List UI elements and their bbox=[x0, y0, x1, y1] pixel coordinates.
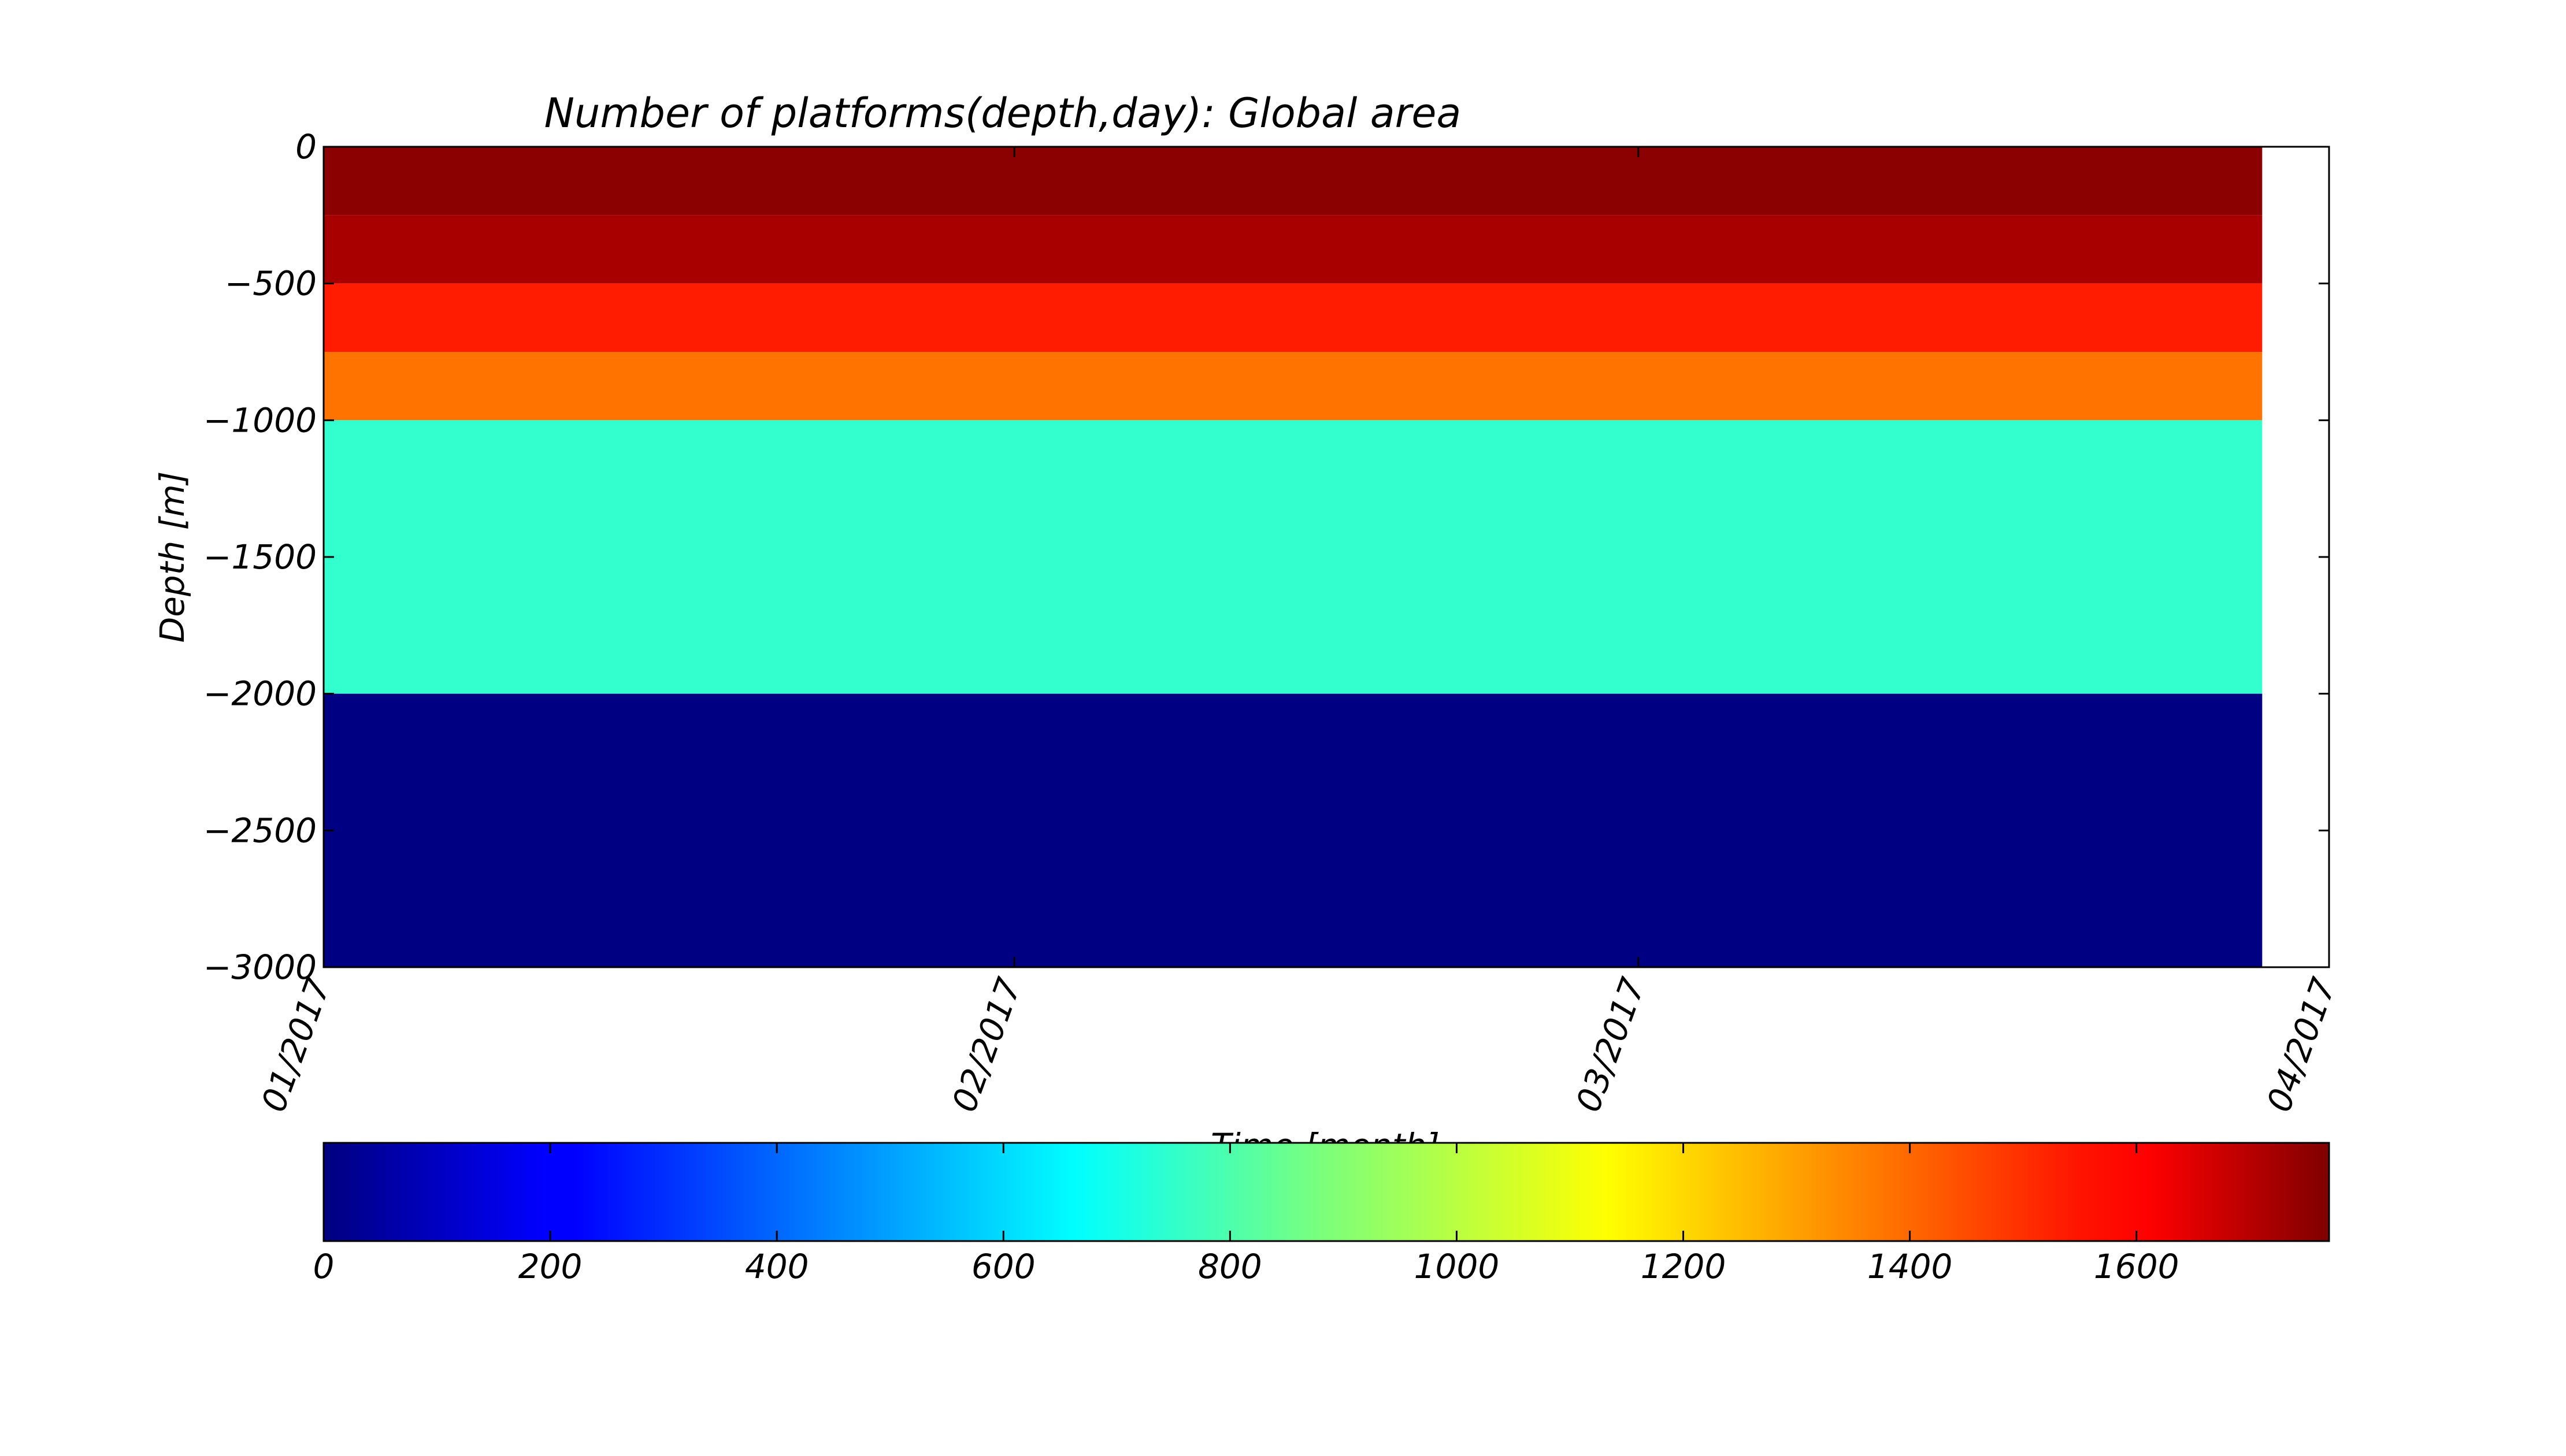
colorbar: 0 200 400 600 800 1000 1200 1400 1600 bbox=[313, 1142, 2330, 1286]
colorbar-ticks: 0 200 400 600 800 1000 1200 1400 1600 bbox=[313, 1143, 2179, 1286]
y-tick-label: −3000 bbox=[203, 948, 317, 987]
y-tick-label: −2500 bbox=[203, 811, 317, 850]
heatmap-cell bbox=[324, 352, 2263, 421]
heatmap-cell bbox=[324, 693, 2263, 967]
x-tick-label: 01/2017 bbox=[254, 972, 338, 1117]
x-tick-label: 04/2017 bbox=[2259, 972, 2343, 1117]
y-tick-label: −500 bbox=[225, 264, 317, 303]
y-tick-label: −1500 bbox=[203, 537, 317, 577]
chart-title: Number of platforms(depth,day): Global a… bbox=[544, 90, 1462, 137]
heatmap-cell bbox=[324, 147, 2263, 216]
colorbar-tick-label: 600 bbox=[971, 1247, 1036, 1286]
heatmap-cell bbox=[324, 420, 2263, 694]
colorbar-tick-label: 1600 bbox=[2094, 1247, 2179, 1286]
colorbar-tick-label: 1400 bbox=[1867, 1247, 1953, 1286]
colorbar-tick-label: 400 bbox=[745, 1247, 809, 1286]
y-tick-label: −1000 bbox=[203, 400, 317, 440]
x-tick-label: 02/2017 bbox=[944, 972, 1029, 1117]
y-tick-label: −2000 bbox=[203, 674, 317, 714]
heatmap-cell bbox=[324, 283, 2263, 352]
heatmap-cell bbox=[324, 215, 2263, 284]
colorbar-tick-label: 200 bbox=[518, 1247, 583, 1286]
colorbar-tick-label: 1000 bbox=[1414, 1247, 1500, 1286]
colorbar-tick-label: 0 bbox=[313, 1247, 335, 1286]
colorbar-gradient bbox=[322, 1142, 2330, 1242]
plot-area bbox=[322, 146, 2330, 968]
colorbar-tick-label: 1200 bbox=[1641, 1247, 1726, 1286]
y-axis-label: Depth [m] bbox=[153, 471, 192, 643]
y-tick-label: 0 bbox=[295, 127, 317, 166]
heatmap-layers bbox=[324, 147, 2263, 967]
colorbar-tick-label: 800 bbox=[1198, 1247, 1262, 1286]
y-axis: 0 −500 −1000 −1500 −2000 −2500 −3000 bbox=[203, 127, 2329, 987]
x-tick-label: 03/2017 bbox=[1568, 972, 1653, 1117]
